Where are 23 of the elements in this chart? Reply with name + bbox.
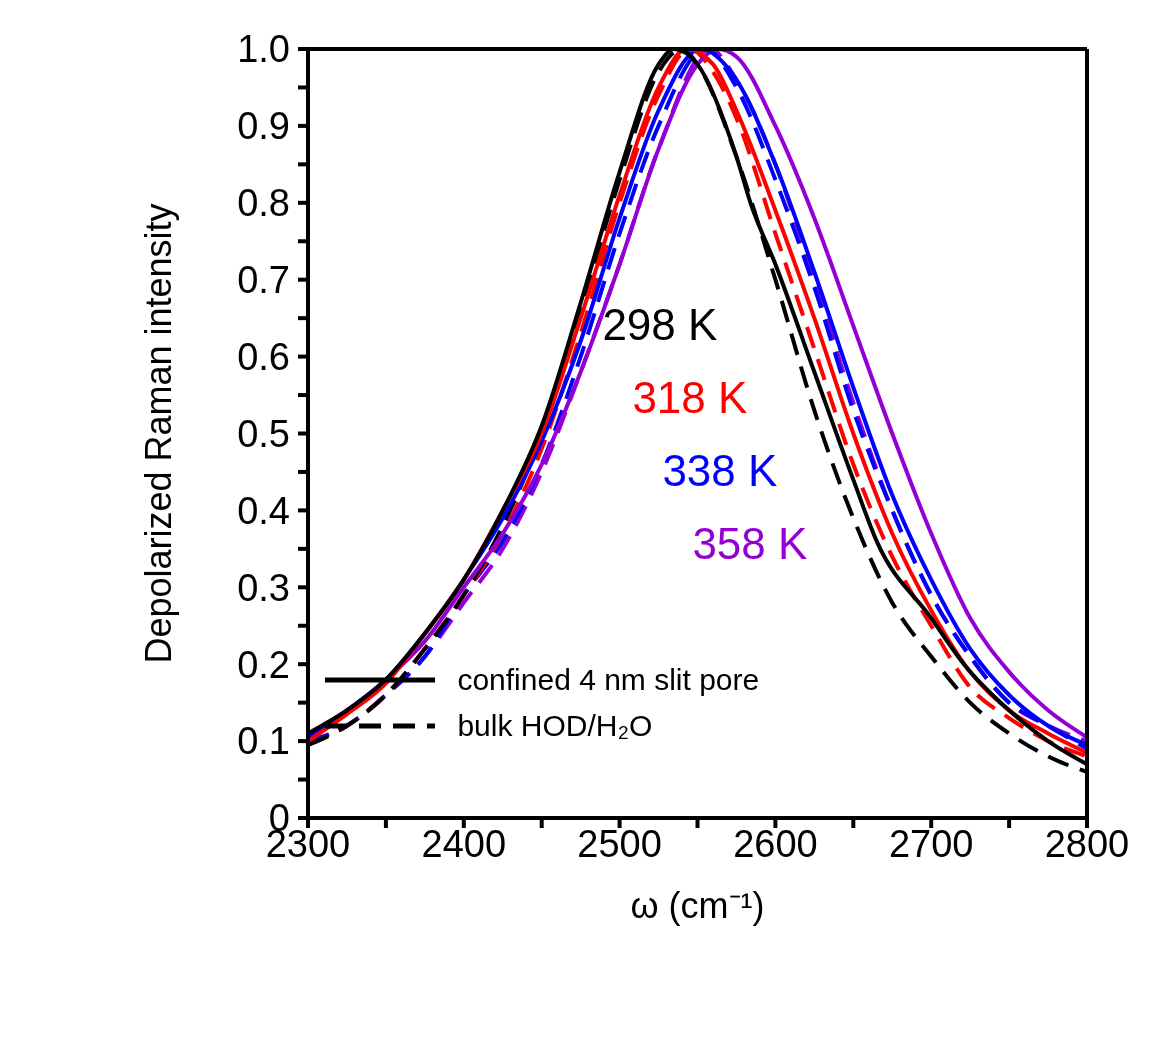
y-tick-label: 0.2 bbox=[237, 643, 290, 686]
y-tick-label: 0.1 bbox=[237, 720, 290, 763]
annotation: 318 K bbox=[632, 373, 748, 423]
y-tick-label: 1.0 bbox=[237, 28, 290, 71]
y-tick-label: 0.5 bbox=[237, 412, 290, 455]
x-tick-label: 2600 bbox=[733, 822, 818, 865]
legend-label: bulk HOD/H₂O bbox=[457, 709, 653, 743]
y-tick-label: 0.3 bbox=[237, 566, 290, 609]
x-axis-title: ω (cm⁻¹) bbox=[630, 885, 765, 926]
y-axis-title: Depolarized Raman intensity bbox=[137, 203, 179, 664]
x-tick-label: 2700 bbox=[888, 822, 974, 865]
x-tick-label: 2400 bbox=[421, 822, 507, 865]
x-tick-label: 2500 bbox=[577, 822, 662, 865]
y-tick-label: 0.4 bbox=[237, 489, 290, 532]
y-tick-label: 0.7 bbox=[237, 259, 290, 301]
y-tick-label: 0.8 bbox=[237, 182, 290, 225]
x-tick-label: 2800 bbox=[1044, 822, 1130, 865]
annotation: 358 K bbox=[692, 519, 808, 569]
y-tick-label: 0.6 bbox=[237, 335, 290, 378]
legend-label: confined 4 nm slit pore bbox=[457, 663, 760, 697]
annotation: 338 K bbox=[662, 446, 778, 496]
y-tick-label: 0.9 bbox=[237, 105, 290, 148]
annotation: 298 K bbox=[602, 300, 718, 350]
